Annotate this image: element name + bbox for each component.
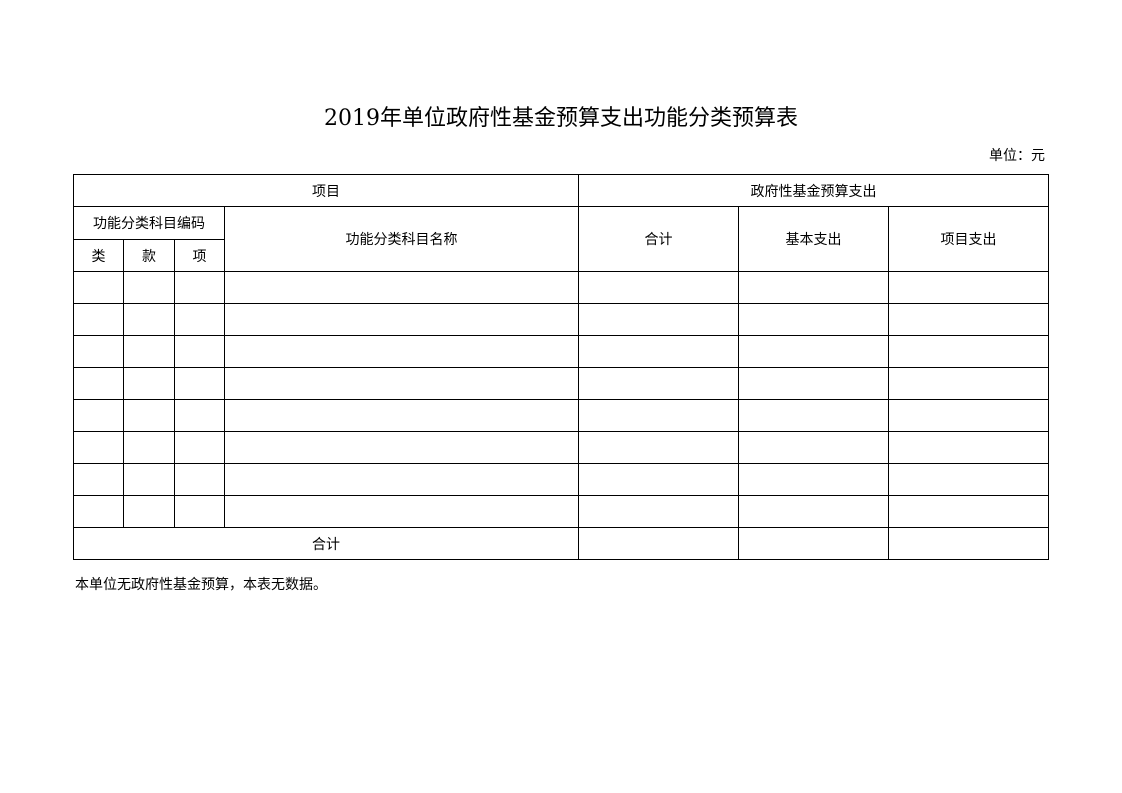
table-cell [224, 303, 579, 336]
table-cell [888, 431, 1049, 464]
header-name: 功能分类科目名称 [224, 206, 579, 272]
table-cell [738, 303, 889, 336]
table-row [73, 495, 1049, 528]
total-cell [888, 527, 1049, 560]
header-total: 合计 [578, 206, 739, 272]
table-row [73, 303, 1049, 336]
table-cell [578, 399, 739, 432]
table-cell [738, 399, 889, 432]
total-cell [738, 527, 889, 560]
table-cell [73, 271, 124, 304]
table-cell [738, 367, 889, 400]
header-project: 项目支出 [888, 206, 1049, 272]
table-cell [224, 431, 579, 464]
header-basic: 基本支出 [738, 206, 889, 272]
table-cell [174, 399, 225, 432]
table-cell [888, 335, 1049, 368]
footnote: 本单位无政府性基金预算，本表无数据。 [75, 577, 327, 593]
table-row [73, 335, 1049, 368]
table-cell [578, 335, 739, 368]
table-cell [123, 431, 175, 464]
table-cell [174, 495, 225, 528]
table-cell [123, 463, 175, 496]
table-cell [224, 367, 579, 400]
table-cell [174, 463, 225, 496]
table-cell [578, 303, 739, 336]
table-cell [888, 463, 1049, 496]
table-cell [174, 431, 225, 464]
total-label: 合计 [73, 527, 579, 560]
table-cell [578, 431, 739, 464]
table-cell [123, 303, 175, 336]
table-cell [738, 463, 889, 496]
table-cell [123, 335, 175, 368]
table-cell [888, 495, 1049, 528]
table-cell [224, 495, 579, 528]
unit-label: 单位：元 [989, 148, 1045, 164]
table-cell [578, 367, 739, 400]
table-cell [73, 495, 124, 528]
table-cell [73, 367, 124, 400]
budget-table: 项目 政府性基金预算支出 功能分类科目编码 功能分类科目名称 合计 基本支出 项… [73, 174, 1049, 560]
table-row [73, 399, 1049, 432]
table-cell [888, 399, 1049, 432]
table-cell [174, 367, 225, 400]
table-cell [578, 495, 739, 528]
table-cell [738, 335, 889, 368]
table-row [73, 367, 1049, 400]
table-row [73, 271, 1049, 304]
table-cell [123, 495, 175, 528]
table-cell [73, 303, 124, 336]
table-cell [73, 431, 124, 464]
table-row [73, 463, 1049, 496]
table-cell [738, 431, 889, 464]
table-cell [888, 367, 1049, 400]
table-cell [73, 463, 124, 496]
table-cell [224, 271, 579, 304]
table-cell [73, 399, 124, 432]
table-cell [174, 303, 225, 336]
header-kuan: 款 [123, 239, 175, 272]
table-cell [578, 271, 739, 304]
table-cell [224, 463, 579, 496]
table-cell [888, 271, 1049, 304]
header-lei: 类 [73, 239, 124, 272]
table-cell [123, 271, 175, 304]
table-cell [174, 271, 225, 304]
total-cell [578, 527, 739, 560]
table-row [73, 431, 1049, 464]
table-cell [123, 367, 175, 400]
table-cell [224, 335, 579, 368]
table-cell [738, 271, 889, 304]
table-cell [73, 335, 124, 368]
table-cell [224, 399, 579, 432]
header-expense: 政府性基金预算支出 [578, 174, 1049, 207]
header-item: 项目 [73, 174, 579, 207]
table-cell [578, 463, 739, 496]
header-code-group: 功能分类科目编码 [73, 206, 225, 240]
page-title: 2019年单位政府性基金预算支出功能分类预算表 [324, 106, 798, 131]
header-xiang: 项 [174, 239, 225, 272]
table-cell [174, 335, 225, 368]
table-cell [123, 399, 175, 432]
table-cell [888, 303, 1049, 336]
table-cell [738, 495, 889, 528]
